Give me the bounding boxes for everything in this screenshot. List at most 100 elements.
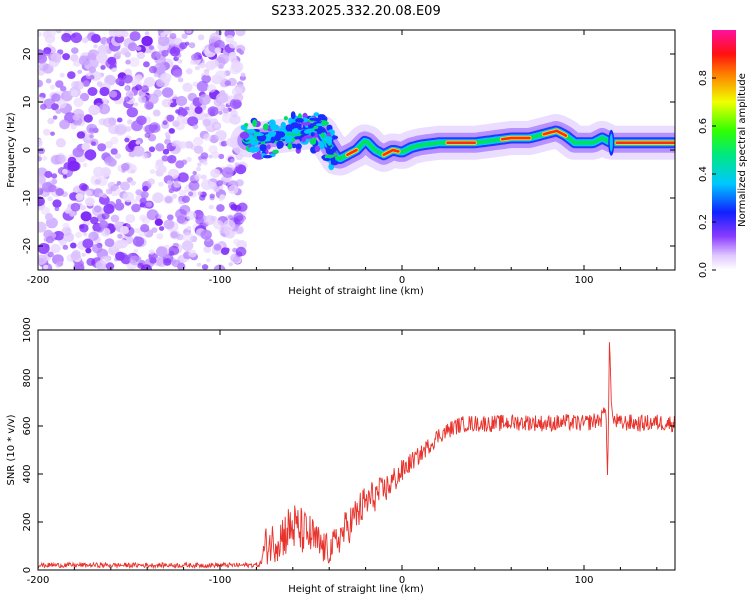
noise-blob — [155, 246, 168, 257]
noise-blob — [154, 218, 163, 226]
noise-blob — [167, 154, 177, 164]
noise-blob — [200, 152, 209, 160]
ridge-blob — [287, 142, 293, 150]
noise-blob — [45, 213, 53, 221]
noise-blob — [111, 67, 117, 73]
ridge-blob — [285, 135, 295, 139]
noise-blob — [149, 257, 157, 264]
spectrogram-x-tick-label: -100 — [209, 275, 232, 286]
noise-blob — [38, 254, 47, 265]
noise-blob — [132, 145, 145, 157]
noise-blob — [158, 181, 164, 187]
noise-blob — [56, 260, 64, 267]
noise-blob — [45, 78, 52, 84]
colorbar-tick-label: 0.2 — [698, 214, 709, 230]
noise-blob — [216, 180, 223, 187]
noise-blob — [126, 107, 138, 118]
noise-blob — [141, 216, 151, 225]
ridge-blob — [259, 144, 267, 152]
snr-y-tick-label: 200 — [22, 512, 33, 531]
noise-blob — [47, 43, 53, 49]
noise-blob — [38, 79, 43, 88]
spectrogram-y-label: Frequency (Hz) — [6, 112, 17, 188]
spectrogram-x-tick-label: -200 — [27, 275, 50, 286]
noise-blob — [185, 30, 192, 34]
noise-blob — [140, 224, 150, 233]
noise-blob — [70, 89, 79, 97]
noise-blob — [199, 94, 211, 105]
ridge-blob — [314, 145, 321, 152]
noise-blob — [83, 114, 93, 123]
noise-blob — [51, 178, 58, 185]
ridge-blob — [295, 118, 304, 123]
noise-blob — [181, 240, 194, 252]
noise-blob — [50, 243, 61, 254]
noise-blob — [197, 162, 202, 167]
noise-blob — [204, 215, 216, 226]
noise-blob — [182, 232, 194, 242]
noise-blob — [51, 93, 61, 102]
noise-blob — [228, 262, 234, 267]
noise-blob — [121, 163, 130, 171]
noise-blob — [197, 34, 205, 41]
noise-blob — [116, 117, 123, 123]
noise-blob — [223, 219, 236, 231]
noise-blob — [76, 131, 86, 139]
spectrogram-x-ticks: -200 -100 0 100 — [27, 30, 658, 286]
noise-blob — [72, 147, 84, 158]
noise-blob — [215, 130, 227, 141]
noise-blob — [152, 109, 161, 117]
noise-blob — [73, 60, 81, 67]
snr-y-tick-label: 1000 — [22, 317, 33, 342]
noise-blob — [38, 175, 46, 185]
colorbar-label: Normalized spectral amplitude — [737, 73, 748, 227]
noise-blob — [135, 195, 140, 200]
noise-blob — [191, 53, 199, 61]
noise-blob — [79, 92, 90, 102]
noise-blob — [141, 35, 153, 47]
noise-blob — [70, 202, 81, 212]
noise-blob — [61, 32, 72, 43]
ridge-blob — [290, 111, 296, 120]
noise-blob — [156, 233, 164, 240]
noise-blob — [218, 153, 225, 160]
noise-blob — [197, 191, 203, 196]
noise-blob — [213, 243, 222, 251]
ridge-blob — [331, 146, 338, 152]
noise-blob — [99, 51, 108, 60]
noise-blobs — [38, 30, 248, 270]
noise-blob — [38, 138, 43, 146]
ridge-blob — [317, 114, 326, 119]
noise-blob — [153, 73, 159, 78]
noise-blob — [177, 172, 189, 183]
noise-blob — [131, 199, 138, 205]
ridge-blob — [313, 112, 320, 117]
noise-blob — [201, 74, 211, 84]
noise-blob — [211, 151, 220, 159]
noise-blob — [62, 244, 69, 250]
noise-blob — [228, 51, 237, 60]
ridge-blob — [272, 149, 279, 154]
noise-blob — [174, 37, 183, 46]
noise-blob — [181, 33, 188, 39]
noise-blob — [80, 211, 92, 222]
noise-blob — [175, 95, 188, 107]
noise-blob — [161, 49, 169, 57]
noise-blob — [38, 53, 47, 64]
ridge-blob — [255, 146, 260, 152]
ridge-blob — [324, 154, 335, 159]
noise-blob — [38, 196, 45, 207]
snr-y-tick-label: 600 — [22, 416, 33, 435]
noise-blob — [159, 226, 165, 231]
ridge-blob — [251, 153, 262, 159]
noise-blob — [200, 174, 207, 180]
chart-title: S233.2025.332.20.08.E09 — [271, 4, 440, 19]
noise-blob — [108, 185, 121, 197]
noise-blob — [192, 81, 199, 87]
noise-blob — [203, 245, 212, 253]
noise-blob — [161, 98, 171, 108]
noise-blob — [86, 123, 98, 134]
noise-blob — [43, 98, 56, 110]
noise-blob — [81, 37, 89, 44]
noise-blob — [235, 246, 247, 257]
